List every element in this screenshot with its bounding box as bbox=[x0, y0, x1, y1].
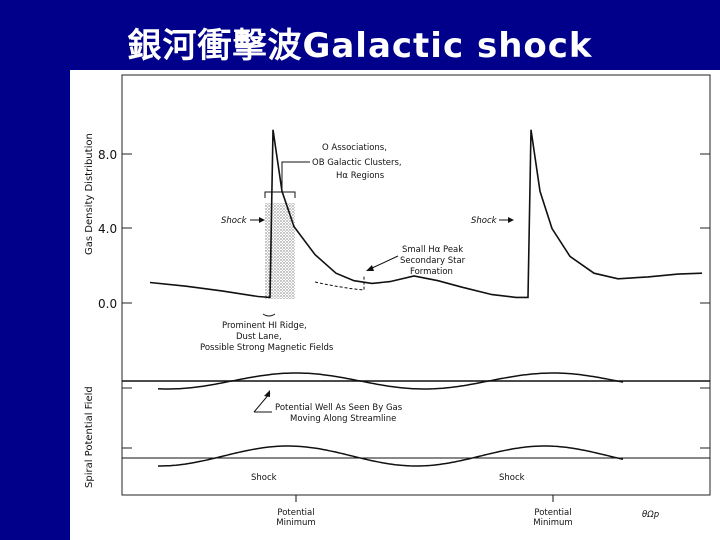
label-shock-right: Shock bbox=[471, 216, 498, 226]
arrowhead-shock-left bbox=[259, 217, 265, 223]
label-secondary-star: Secondary Star bbox=[400, 256, 466, 266]
associations-leader bbox=[281, 161, 310, 192]
xtick-label-2-text: Potential Minimum bbox=[533, 508, 572, 528]
label-h-regions: Hα Regions bbox=[336, 171, 385, 181]
label-shock-b: Shock bbox=[499, 473, 525, 483]
plot-frame bbox=[121, 74, 711, 496]
dashed-baseline bbox=[314, 276, 365, 291]
density-curve bbox=[149, 129, 703, 299]
label-ridge: Prominent HI Ridge, bbox=[222, 321, 307, 331]
potential-y-ticks bbox=[122, 387, 710, 449]
label-magnetic: Possible Strong Magnetic Fields bbox=[200, 343, 334, 353]
xtick-label-2: Potential Minimum bbox=[533, 508, 572, 528]
label-dust-lane: Dust Lane, bbox=[236, 332, 282, 342]
label-ob-clusters: OB Galactic Clusters, bbox=[312, 158, 402, 168]
figure-panel: 8.0 4.0 0.0 Gas Density Distribution O A… bbox=[70, 70, 720, 540]
galactic-shock-figure: 8.0 4.0 0.0 Gas Density Distribution O A… bbox=[84, 74, 711, 528]
arrowhead-small-peak bbox=[366, 265, 374, 271]
ytick-8: 8.0 bbox=[98, 148, 117, 162]
xtick-label-1-text: Potential Minimum bbox=[276, 508, 315, 528]
label-moving-streamline: Moving Along Streamline bbox=[290, 414, 396, 424]
label-potential-well: Potential Well As Seen By Gas bbox=[275, 403, 403, 413]
density-y-ticks bbox=[122, 153, 710, 304]
streamline-curve bbox=[157, 372, 624, 390]
arrowhead-shock-right bbox=[508, 217, 514, 223]
ytick-4: 4.0 bbox=[98, 222, 117, 236]
label-shock-left: Shock bbox=[221, 216, 248, 226]
label-shock-a: Shock bbox=[251, 473, 277, 483]
label-o-associations: O Associations, bbox=[322, 143, 387, 153]
potential-curve bbox=[158, 445, 624, 467]
ridge-brace bbox=[262, 313, 276, 317]
arrowhead-potential-well bbox=[264, 390, 270, 397]
ytick-0: 0.0 bbox=[98, 297, 117, 311]
label-formation: Formation bbox=[410, 267, 453, 277]
xtick-label-1: Potential Minimum bbox=[276, 508, 315, 528]
xaxis-label: θΩp bbox=[642, 510, 659, 520]
arrow-small-peak bbox=[369, 255, 399, 270]
potential-ylabel: Spiral Potential Field bbox=[84, 386, 95, 488]
associations-bracket bbox=[264, 191, 296, 198]
slide-title: 銀河衝擊波Galactic shock bbox=[127, 26, 593, 66]
label-small-peak: Small Hα Peak bbox=[402, 245, 463, 255]
density-ylabel: Gas Density Distribution bbox=[84, 133, 95, 255]
